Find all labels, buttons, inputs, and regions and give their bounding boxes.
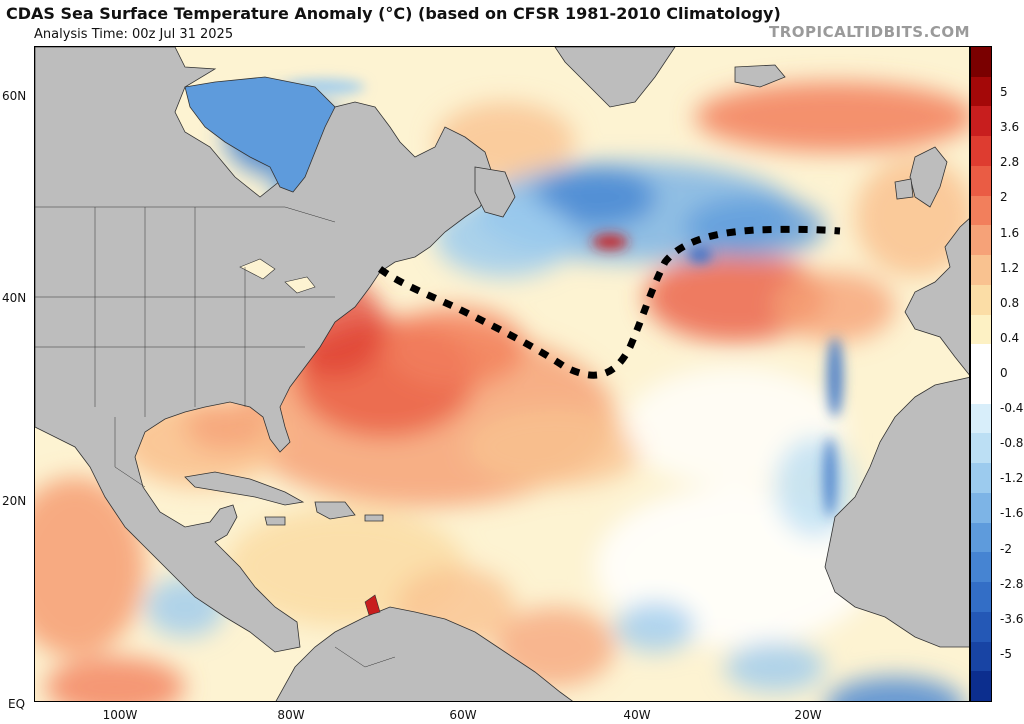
colorbar-segment [971,225,991,256]
colorbar-tick-label: -1.2 [1000,471,1024,486]
political-borders [35,206,396,668]
analysis-time: Analysis Time: 00z Jul 31 2025 [34,27,234,42]
colorbar-tick-label: 0.4 [1000,330,1020,345]
lat-label-eq: EQ [8,697,26,711]
colorbar-segment [971,403,991,434]
colorbar-segment [971,492,991,524]
colorbar-tick-label: -3.6 [1000,611,1024,626]
lon-label-60w: 60W [449,708,477,722]
colorbar-segment [971,463,991,494]
dotted-boundary-line [377,225,841,379]
colorbar-tick-label: 3.6 [1000,120,1020,135]
colorbar-segment [971,76,991,107]
colorbar-segment [971,433,991,464]
colorbar-segment [971,284,991,316]
colorbar-segment [971,611,991,643]
colorbar-tick-label: 5 [1000,85,1008,100]
lon-label-80w: 80W [277,708,305,722]
lon-label-100w: 100W [102,708,138,722]
colorbar-segment [971,106,991,137]
colorbar-tick-label: 0.8 [1000,295,1020,310]
colorbar-tick-label: 2 [1000,190,1008,205]
colorbar-tick-label: -5 [1000,646,1012,661]
colorbar-segment [971,314,991,345]
colorbar-segment [971,344,991,375]
colorbar-tick-label: 0 [1000,366,1008,380]
map-title: CDAS Sea Surface Temperature Anomaly (°C… [6,4,781,23]
colorbar-tick-label: -0.8 [1000,436,1024,451]
colorbar-segment [971,255,991,286]
colorbar-segment [971,195,991,226]
map-canvas [35,47,969,701]
colorbar-segment [971,552,991,583]
sst-anomaly-map [34,46,970,702]
colorbar-segment [971,374,991,405]
lat-label-40n: 40N [2,291,27,305]
colorbar-segment [971,165,991,197]
colorbar-tick-label: 1.6 [1000,225,1020,240]
colorbar-segment [971,671,991,702]
land-masses [35,47,969,701]
colorbar [970,46,992,702]
colorbar-tick-label: 2.8 [1000,155,1020,170]
hudson-bay [184,76,336,193]
colorbar-segment [971,136,991,167]
lon-label-40w: 40W [623,708,651,722]
lat-label-60n: 60N [2,89,27,103]
colorbar-tick-label: -1.6 [1000,506,1024,521]
colorbar-tick-label: 1.2 [1000,260,1020,275]
brand-watermark[interactable]: TROPICALTIDBITS.COM [769,23,970,41]
colorbar-segment [971,641,991,672]
lat-label-20n: 20N [2,494,27,508]
lon-label-20w: 20W [794,708,822,722]
colorbar-segment [971,522,991,553]
colorbar-tick-label: -2.8 [1000,576,1024,591]
colorbar-segment [971,47,991,78]
colorbar-segment [971,582,991,613]
colorbar-tick-label: -0.4 [1000,401,1024,416]
colorbar-tick-label: -2 [1000,541,1012,556]
